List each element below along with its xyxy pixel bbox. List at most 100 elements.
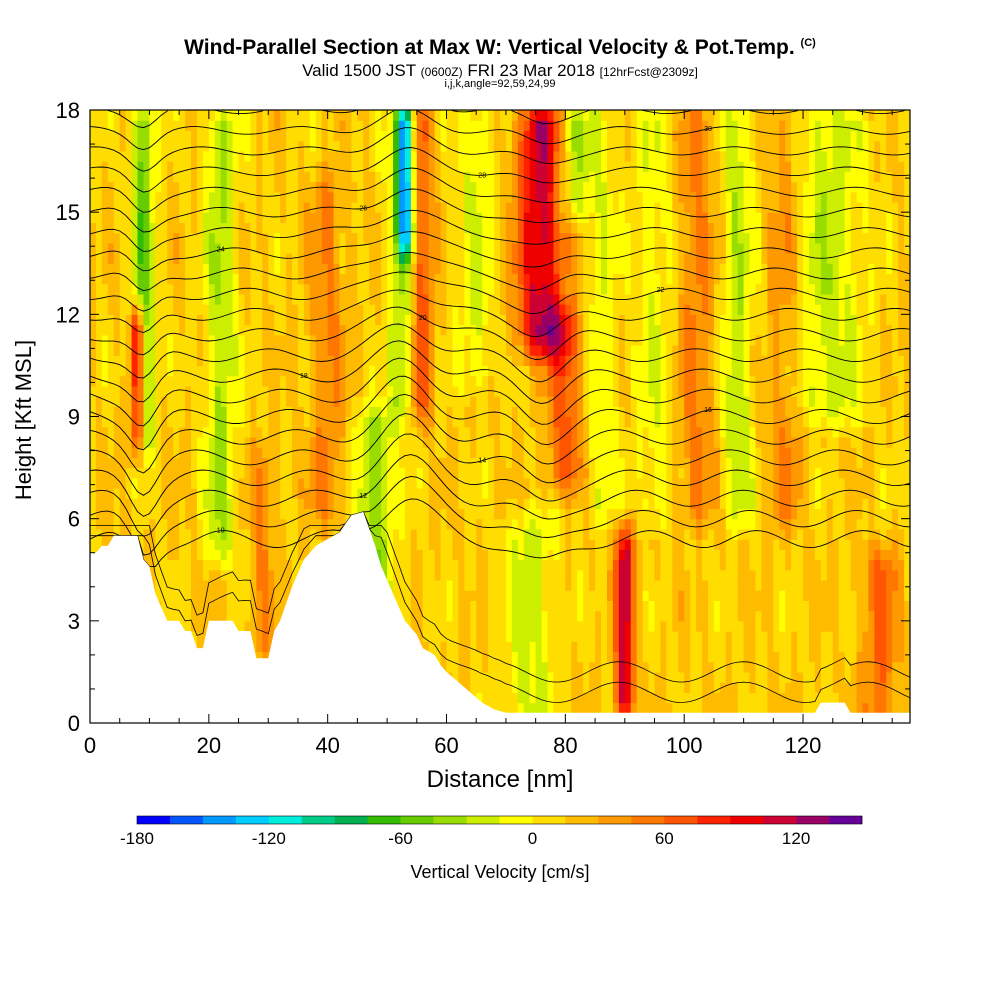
velocity-cell (244, 610, 252, 622)
velocity-cell (428, 110, 436, 121)
velocity-cell (292, 396, 299, 407)
velocity-cell (220, 559, 228, 571)
velocity-cell (315, 232, 323, 244)
velocity-cell (208, 212, 216, 223)
velocity-cell (541, 436, 549, 448)
velocity-cell (333, 457, 341, 469)
velocity-cell (327, 181, 335, 193)
velocity-cell (202, 283, 210, 295)
velocity-cell (292, 498, 299, 510)
velocity-cell (464, 682, 471, 693)
velocity-cell (470, 661, 477, 673)
velocity-cell (256, 457, 263, 469)
velocity-cell (137, 212, 145, 223)
velocity-cell (446, 416, 454, 428)
velocity-cell (434, 161, 442, 172)
velocity-cell (511, 324, 519, 336)
velocity-cell (202, 375, 210, 387)
velocity-cell (292, 344, 299, 356)
velocity-cell (577, 436, 584, 448)
velocity-cell (517, 651, 525, 663)
velocity-cell (363, 212, 370, 223)
velocity-cell (452, 110, 459, 121)
velocity-cell (262, 477, 269, 489)
velocity-cell (440, 579, 448, 591)
velocity-cell (214, 355, 222, 367)
velocity-cell (446, 385, 454, 397)
velocity-cell (422, 161, 430, 172)
velocity-cell (179, 242, 186, 254)
velocity-cell (398, 436, 406, 448)
velocity-cell (488, 396, 495, 407)
velocity-cell (470, 324, 477, 336)
velocity-cell (90, 385, 97, 397)
velocity-cell (381, 518, 388, 530)
velocity-cell (113, 324, 121, 336)
velocity-cell (351, 355, 358, 367)
velocity-cell (143, 120, 151, 132)
velocity-cell (381, 181, 388, 193)
velocity-cell (535, 232, 543, 244)
velocity-cell (137, 406, 145, 418)
velocity-cell (452, 242, 459, 254)
velocity-cell (173, 334, 180, 346)
velocity-cell (422, 406, 430, 418)
velocity-cell (143, 110, 151, 121)
velocity-cell (191, 324, 198, 336)
velocity-cell (173, 426, 180, 438)
velocity-cell (297, 539, 305, 550)
velocity-cell (113, 150, 121, 162)
velocity-cell (185, 283, 192, 295)
velocity-cell (505, 150, 513, 162)
velocity-cell (262, 150, 269, 162)
velocity-cell (226, 600, 234, 612)
velocity-cell (196, 212, 204, 223)
velocity-cell (500, 477, 507, 489)
velocity-cell (565, 212, 572, 223)
velocity-cell (500, 702, 507, 714)
velocity-cell (173, 242, 180, 254)
velocity-cell (434, 110, 442, 121)
velocity-cell (202, 467, 210, 479)
velocity-cell (268, 334, 275, 346)
velocity-cell (250, 426, 257, 438)
velocity-cell (500, 232, 507, 244)
velocity-cell (220, 600, 228, 612)
velocity-cell (208, 314, 216, 326)
velocity-cell (393, 528, 400, 540)
velocity-cell (529, 477, 537, 489)
velocity-cell (107, 242, 115, 254)
velocity-cell (357, 447, 364, 458)
velocity-cell (476, 222, 483, 234)
velocity-cell (339, 304, 347, 315)
velocity-cell (262, 447, 269, 458)
velocity-cell (327, 436, 335, 448)
velocity-cell (119, 191, 127, 203)
velocity-cell (541, 344, 549, 356)
velocity-cell (547, 641, 555, 653)
velocity-cell (404, 191, 412, 203)
velocity-cell (345, 232, 353, 244)
velocity-cell (191, 222, 198, 234)
velocity-cell (357, 201, 364, 213)
velocity-cell (113, 396, 121, 407)
velocity-cell (149, 191, 156, 203)
velocity-cell (250, 569, 257, 581)
velocity-cell (553, 651, 561, 663)
velocity-cell (137, 334, 145, 346)
velocity-cell (404, 447, 412, 458)
velocity-cell (505, 579, 513, 591)
velocity-cell (244, 447, 252, 458)
velocity-cell (410, 355, 418, 367)
velocity-cell (464, 590, 471, 601)
velocity-cell (220, 273, 228, 285)
velocity-cell (393, 467, 400, 479)
velocity-cell (410, 559, 418, 571)
velocity-cell (571, 304, 578, 315)
velocity-cell (155, 457, 162, 469)
velocity-cell (529, 702, 537, 714)
velocity-cell (214, 314, 222, 326)
velocity-cell (101, 283, 109, 295)
velocity-cell (470, 539, 477, 550)
velocity-cell (119, 334, 127, 346)
